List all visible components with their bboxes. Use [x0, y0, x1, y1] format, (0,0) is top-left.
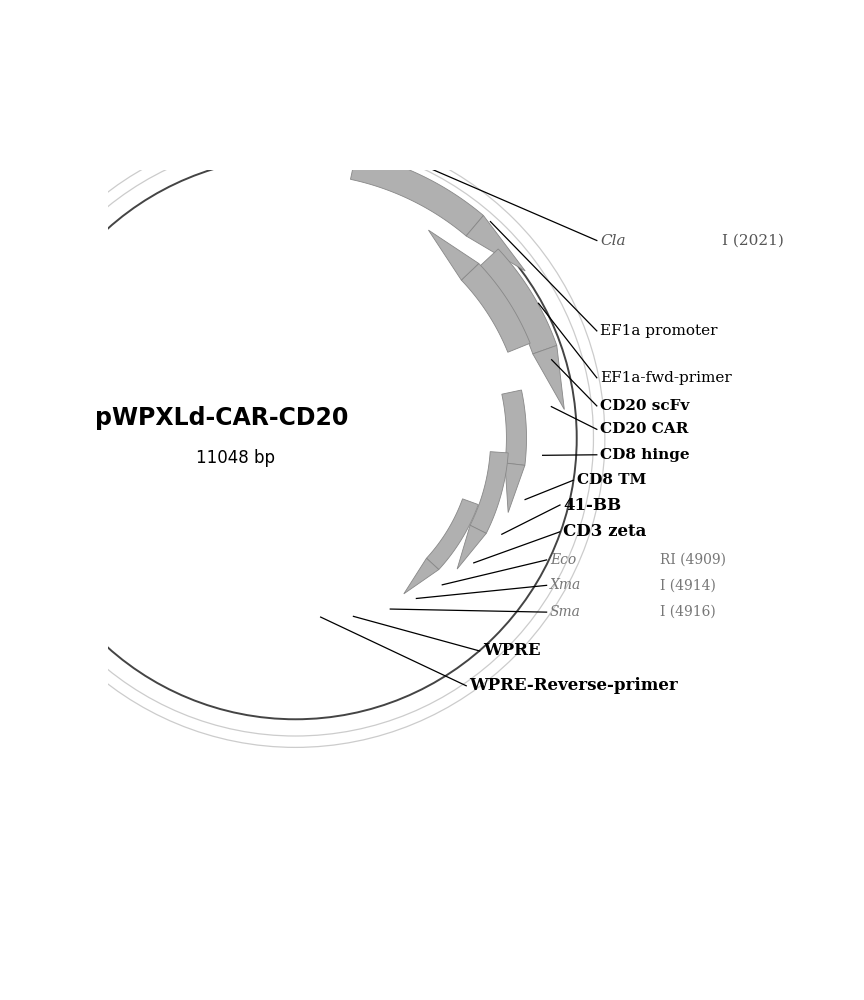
Text: Xma: Xma	[550, 578, 581, 592]
Text: WPRE: WPRE	[483, 642, 541, 659]
Text: EF1a promoter: EF1a promoter	[600, 324, 718, 338]
Text: I (4916): I (4916)	[660, 605, 716, 619]
Polygon shape	[470, 452, 508, 533]
Text: I (2021): I (2021)	[721, 234, 784, 248]
Text: 41-BB: 41-BB	[563, 496, 621, 514]
Polygon shape	[429, 230, 479, 280]
Text: 11048 bp: 11048 bp	[196, 449, 275, 467]
Text: Eco: Eco	[550, 553, 576, 567]
Text: I (4914): I (4914)	[660, 578, 716, 592]
Text: CD3 zeta: CD3 zeta	[563, 523, 646, 540]
Polygon shape	[467, 216, 525, 271]
Text: CD8 hinge: CD8 hinge	[600, 448, 689, 462]
Text: pWPXLd-CAR-CD20: pWPXLd-CAR-CD20	[95, 406, 348, 430]
Polygon shape	[505, 463, 525, 513]
Polygon shape	[533, 345, 564, 410]
Polygon shape	[351, 153, 484, 236]
Text: Sma: Sma	[550, 605, 581, 619]
Polygon shape	[480, 249, 556, 354]
Polygon shape	[427, 499, 479, 570]
Text: CD20 scFv: CD20 scFv	[600, 399, 689, 413]
Text: CD20 CAR: CD20 CAR	[600, 422, 689, 436]
Text: EF1a-fwd-primer: EF1a-fwd-primer	[600, 371, 732, 385]
Polygon shape	[461, 263, 530, 352]
Polygon shape	[403, 558, 439, 594]
Text: Cla: Cla	[600, 234, 626, 248]
Text: WPRE-Reverse-primer: WPRE-Reverse-primer	[470, 677, 678, 694]
Text: RI (4909): RI (4909)	[660, 553, 727, 567]
Polygon shape	[457, 525, 486, 569]
Polygon shape	[502, 390, 526, 465]
Text: CD8 TM: CD8 TM	[577, 473, 646, 487]
